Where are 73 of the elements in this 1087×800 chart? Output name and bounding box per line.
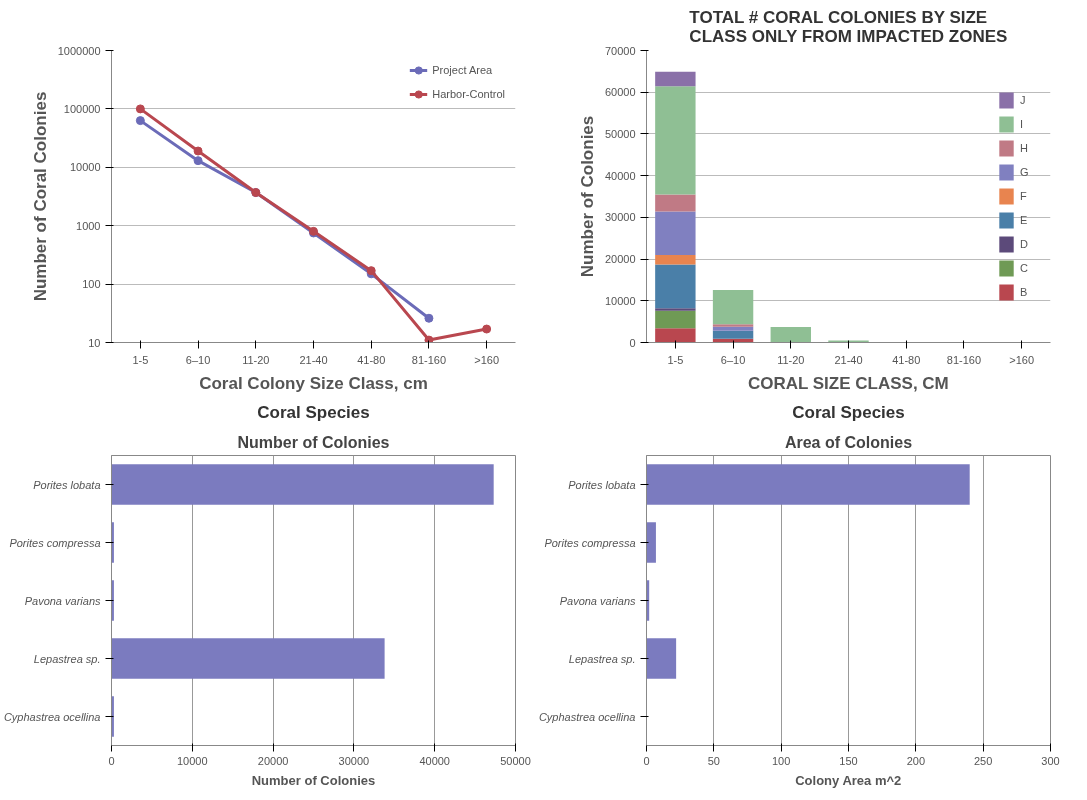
y-tick-label: 1000 <box>76 219 101 232</box>
x-tick-label: 6–10 <box>720 353 746 366</box>
x-tick-label: 81-160 <box>946 353 982 366</box>
legend-label: H <box>1020 142 1029 154</box>
x-tick-label: 200 <box>906 754 926 767</box>
legend-label: F <box>1020 190 1028 202</box>
x-tick-label: 6–10 <box>185 353 211 366</box>
x-axis-title: Coral Colony Size Class, cm <box>199 373 428 393</box>
y-tick-label: 0 <box>629 336 636 349</box>
y-tick-label: 40000 <box>604 169 636 182</box>
legend-label: Harbor-Control <box>432 88 505 100</box>
legend-label: Project Area <box>432 64 493 76</box>
y-axis-title: Number of Colonies <box>577 115 597 278</box>
x-tick-label: 40000 <box>419 754 450 767</box>
x-tick-label: 11-20 <box>242 353 270 366</box>
x-tick-label: 41-80 <box>892 353 921 366</box>
x-tick-label: 100 <box>771 754 791 767</box>
x-axis-title: Colony Area m^2 <box>795 772 902 788</box>
y-tick-label: 10000 <box>604 294 636 307</box>
y-tick-label: Cyphastrea ocellina <box>538 710 636 723</box>
y-tick-label: 100000 <box>63 102 101 115</box>
x-tick-label: 10000 <box>177 754 208 767</box>
x-tick-label: 21-40 <box>834 353 863 366</box>
y-tick-label: 1000000 <box>57 44 101 57</box>
y-tick-label: 60000 <box>604 86 636 99</box>
chart-title: Coral Species <box>792 402 905 422</box>
legend-label: C <box>1020 262 1029 274</box>
y-tick-label: 50000 <box>604 127 636 140</box>
y-tick-label: Pavona varians <box>559 594 636 607</box>
y-axis-title: Number of Coral Colonies <box>30 91 50 302</box>
chart-subtitle: Number of Colonies <box>237 433 390 451</box>
x-tick-label: 1-5 <box>667 353 684 366</box>
x-tick-label: >160 <box>1009 353 1035 366</box>
y-tick-label: Cyphastrea ocellina <box>3 710 101 723</box>
y-tick-label: 20000 <box>604 253 636 266</box>
x-axis-title: CORAL SIZE CLASS, CM <box>747 373 949 393</box>
chart-subtitle: Area of Colonies <box>784 433 913 451</box>
y-tick-label: Porites compressa <box>9 536 101 549</box>
x-tick-label: 50 <box>707 754 720 767</box>
y-tick-label: Lepastrea sp. <box>568 652 636 665</box>
y-tick-label: Pavona varians <box>24 594 101 607</box>
legend-label: J <box>1020 94 1027 106</box>
x-tick-label: 150 <box>839 754 858 767</box>
y-tick-label: 70000 <box>604 44 636 57</box>
x-tick-label: 21-40 <box>299 353 328 366</box>
x-tick-label: 0 <box>643 754 650 767</box>
legend-label: E <box>1020 214 1029 226</box>
legend-label: G <box>1020 166 1030 178</box>
x-tick-label: 81-160 <box>411 353 447 366</box>
y-tick-label: 30000 <box>604 211 636 224</box>
x-tick-label: 30000 <box>338 754 370 767</box>
x-tick-label: 300 <box>1041 754 1060 767</box>
y-tick-label: Porites lobata <box>33 478 101 491</box>
chart-title: Coral Species <box>257 402 370 422</box>
x-tick-label: 20000 <box>257 754 289 767</box>
y-tick-label: 100 <box>82 278 101 291</box>
chart-title: TOTAL # CORAL COLONIES BY SIZE CLASS ONLY FROM IMPACTED ZONES <box>689 7 1008 46</box>
legend-label: B <box>1020 286 1029 298</box>
y-tick-label: Porites compressa <box>544 536 636 549</box>
x-tick-label: 1-5 <box>132 353 149 366</box>
y-tick-label: 10000 <box>69 161 101 174</box>
y-tick-label: 10 <box>88 336 101 349</box>
legend-label: I <box>1020 118 1025 130</box>
x-tick-label: 0 <box>108 754 115 767</box>
x-tick-label: 250 <box>973 754 993 767</box>
x-tick-label: 41-80 <box>357 353 386 366</box>
x-tick-label: 50000 <box>500 754 531 767</box>
y-tick-label: Lepastrea sp. <box>33 652 101 665</box>
legend-label: D <box>1020 238 1029 250</box>
x-tick-label: 11-20 <box>777 353 805 366</box>
y-tick-label: Porites lobata <box>568 478 636 491</box>
x-tick-label: >160 <box>474 353 500 366</box>
x-axis-title: Number of Colonies <box>251 772 376 788</box>
